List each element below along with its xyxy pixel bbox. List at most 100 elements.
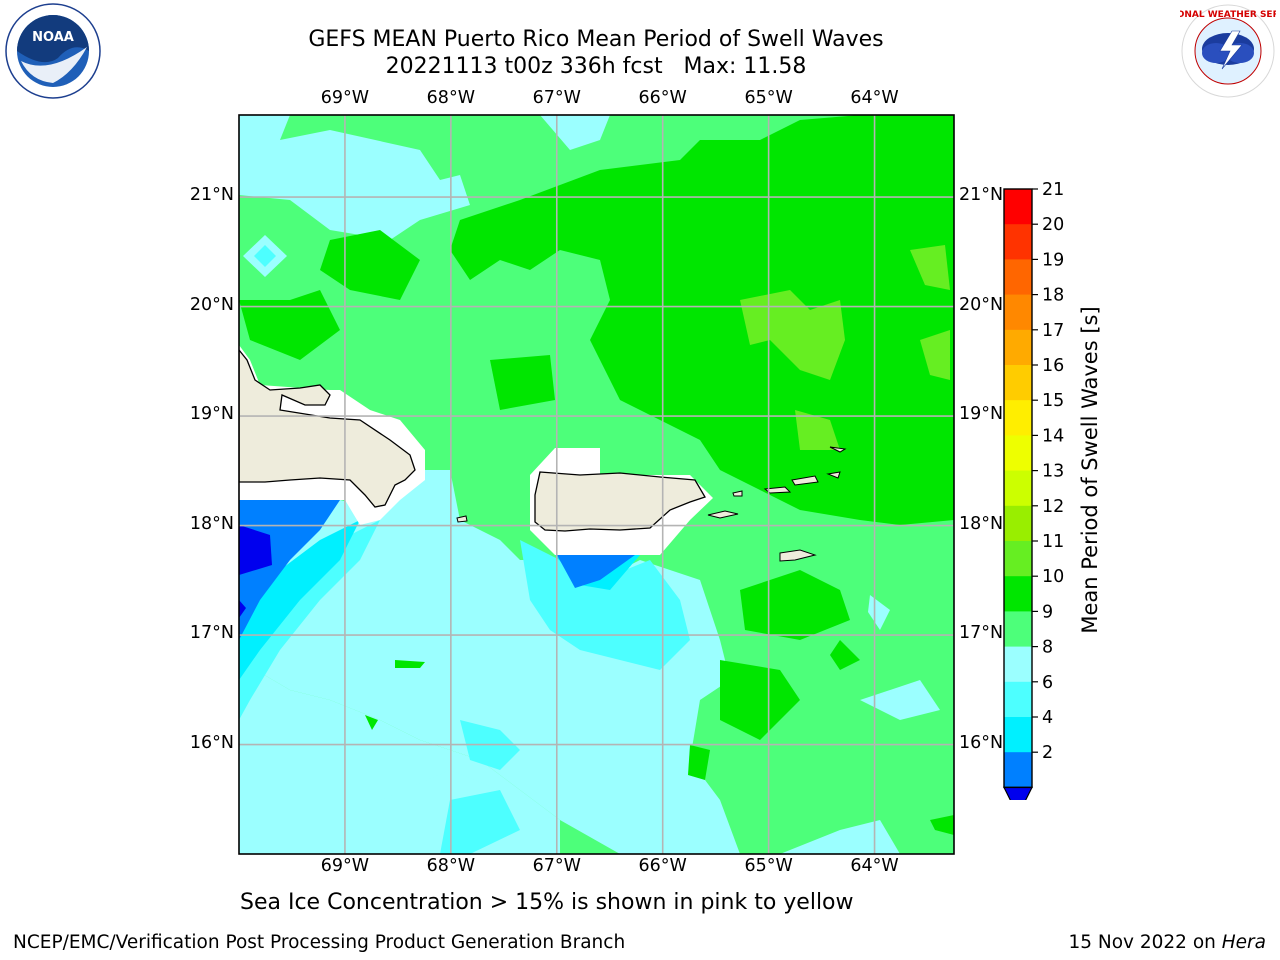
- map-frame: [238, 114, 955, 855]
- nws-logo-text: NATIONAL WEATHER SERVICE: [1180, 10, 1276, 20]
- colorbar-tick-label: 13: [1042, 462, 1064, 482]
- footer-date-text: 15 Nov 2022 on: [1068, 932, 1222, 953]
- footer-branch: NCEP/EMC/Verification Post Processing Pr…: [13, 932, 626, 953]
- colorbar-frame: [1003, 188, 1033, 789]
- field-10-11s-7: [830, 640, 860, 670]
- colorbar-tick-label: 16: [1042, 356, 1064, 376]
- colorbar-boxes: [1003, 188, 1033, 800]
- colorbar-box: [1004, 681, 1032, 718]
- field-10-11s-5: [740, 570, 850, 640]
- field-10-11s-6: [720, 660, 800, 740]
- field-2-4s-2: [557, 555, 635, 588]
- colorbar-box: [1004, 224, 1032, 260]
- lat-label-left: 20°N: [189, 294, 234, 315]
- lat-label-right: 16°N: [959, 732, 1004, 753]
- field-10-11s-11: [930, 815, 954, 835]
- nws-logo: NATIONAL WEATHER SERVICE: [1180, 4, 1276, 98]
- field-6-8s: [520, 540, 690, 670]
- colorbar-box: [1004, 576, 1032, 612]
- land-tortola: [791, 475, 819, 486]
- lat-label-right: 19°N: [959, 404, 1004, 425]
- colorbar-tick-label: 17: [1042, 321, 1064, 341]
- footer-machine: Hera: [1221, 932, 1266, 953]
- colorbar-box: [1004, 294, 1032, 331]
- colorbar-tick-label: 15: [1042, 391, 1064, 411]
- lon-label-bottom: 64°W: [850, 856, 899, 876]
- colorbar-box: [1004, 717, 1032, 753]
- lon-label-top: 65°W: [744, 88, 793, 108]
- colorbar-box: [1004, 611, 1032, 648]
- land-mona: [456, 515, 468, 523]
- field-8-9s-se: [860, 680, 940, 720]
- field-below-2s: [239, 525, 272, 575]
- colorbar-tick-label: 19: [1042, 250, 1064, 270]
- map-title: GEFS MEAN Puerto Rico Mean Period of Swe…: [308, 27, 884, 52]
- colorbar-tick-label: 12: [1042, 497, 1064, 517]
- colorbar-box: [1004, 435, 1032, 472]
- noaa-logo-text: NOAA: [32, 30, 74, 45]
- colorbar: 21 20 19 18 17 16 15 14 13 12 11 10 9 8 6 4 2 Mean Perio…: [1003, 180, 1102, 800]
- land-culebra: [732, 490, 743, 497]
- colorbar-box: [1004, 189, 1032, 225]
- colorbar-box: [1004, 259, 1032, 296]
- colorbar-box: [1004, 329, 1032, 366]
- field-10-11s-9: [395, 660, 425, 668]
- colorbar-label: Mean Period of Swell Waves [s]: [1078, 306, 1102, 633]
- colorbar-tick-label: 2: [1042, 743, 1053, 763]
- field-11-12s-2: [910, 245, 950, 290]
- field-4-6s: [239, 520, 360, 680]
- colorbar-tick-label: 21: [1042, 180, 1064, 200]
- lon-label-top: 66°W: [638, 88, 687, 108]
- colorbar-box: [1004, 400, 1032, 436]
- lat-label-right: 18°N: [959, 513, 1004, 534]
- lon-label-top: 68°W: [426, 88, 475, 108]
- colorbar-tick-label: 6: [1042, 673, 1053, 693]
- lon-label-bottom: 67°W: [532, 856, 581, 876]
- field-8-9s-south: [239, 470, 740, 854]
- lat-label-left: 21°N: [189, 185, 234, 206]
- lon-label-top: 64°W: [850, 88, 899, 108]
- colorbar-box: [1004, 646, 1032, 683]
- lon-label-bottom: 65°W: [744, 856, 793, 876]
- land-hispaniola: [239, 348, 416, 508]
- colorbar-extend-arrow: [1003, 786, 1033, 800]
- colorbar-box: [1004, 505, 1032, 542]
- lat-label-left: 18°N: [189, 513, 234, 534]
- land-virgin-gorda: [826, 471, 841, 479]
- colorbar-tick-label: 11: [1042, 532, 1064, 552]
- colorbar-box: [1004, 541, 1032, 577]
- field-8-9s-se-2: [868, 595, 890, 630]
- colorbar-ticks: 21 20 19 18 17 16 15 14 13 12 11 10 9 8 6 4 2: [1032, 180, 1064, 763]
- field-10-11s-3: [239, 290, 340, 360]
- lon-label-bottom: 69°W: [320, 856, 370, 876]
- map-subtitle: 20221113 t00z 336h fcst Max: 11.58: [385, 54, 807, 79]
- lat-label-right: 17°N: [959, 623, 1004, 644]
- land-vieques: [707, 510, 739, 519]
- colorbar-tick-label: 4: [1042, 708, 1053, 728]
- lat-label-right: 20°N: [959, 294, 1004, 315]
- field-8-9s-north: [239, 115, 470, 240]
- lon-label-bottom: 66°W: [638, 856, 687, 876]
- noaa-logo: NOAA: [5, 3, 101, 99]
- lon-label-bottom: 68°W: [426, 856, 475, 876]
- field-10-11s-4: [490, 355, 555, 410]
- graticule: [239, 115, 954, 854]
- colorbar-box: [1004, 752, 1032, 788]
- lat-label-left: 19°N: [189, 404, 234, 425]
- land-st-croix: [779, 549, 817, 562]
- map-field: [239, 115, 954, 854]
- field-10-11s-10: [365, 715, 378, 730]
- lat-label-left: 16°N: [189, 732, 234, 753]
- colorbar-tick-label: 14: [1042, 426, 1064, 446]
- colorbar-tick-label: 20: [1042, 215, 1064, 235]
- field-10-11s-8: [688, 745, 710, 780]
- field-11-12s-3: [920, 330, 950, 380]
- field-11-12s-4: [795, 410, 840, 450]
- colorbar-tick-label: 10: [1042, 567, 1064, 587]
- lat-label-right: 21°N: [959, 185, 1004, 206]
- colorbar-box: [1004, 365, 1032, 401]
- colorbar-tick-label: 9: [1042, 602, 1053, 622]
- field-diamond-core: [254, 245, 276, 267]
- sea-ice-note: Sea Ice Concentration > 15% is shown in …: [240, 890, 854, 915]
